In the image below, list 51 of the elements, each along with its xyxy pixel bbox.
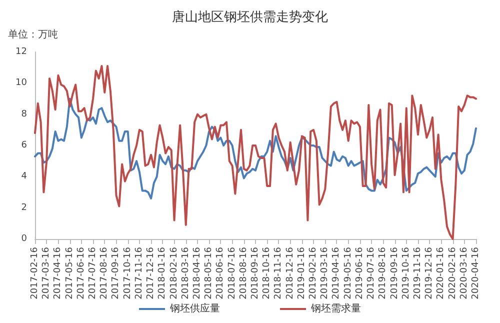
x-tick-label: 2019-09-16 [390,246,400,300]
x-tick-label: 2019-04-16 [332,246,342,300]
x-tick-label: 2019-01-16 [296,246,307,300]
x-tick-label: 2019-02-16 [308,246,319,300]
text: 单位：万吨 [8,28,58,40]
x-tick-label: 2017-05-16 [64,246,75,300]
x-tick-label: 2018-11-16 [274,246,284,300]
x-tick-label: 2018-04-16 [192,246,202,300]
legend-label: 钢坯需求量 [310,302,361,314]
x-tick-label: 2017-09-16 [111,246,122,300]
x-tick-label: 2018-12-16 [285,246,296,300]
x-tick-label: 2017-02-16 [30,246,40,300]
chart-title: 唐山地区钢坯供需走势变化 [172,10,328,25]
x-tick-label: 2017-10-16 [122,246,133,300]
x-tick-label: 2018-09-16 [250,246,260,300]
x-tick-label: 2017-11-16 [134,246,144,300]
legend-label: 钢坯供应量 [169,302,220,314]
x-tick-label: 2017-04-16 [53,246,64,300]
x-tick-label: 2018-02-16 [169,246,180,300]
x-tick-label: 2019-08-16 [378,246,388,300]
x-tick-label: 2017-07-16 [88,246,98,300]
x-tick-label: 2018-03-16 [180,246,191,300]
x-tick-label: 2017-08-16 [100,246,110,300]
y-tick-label: 10 [16,78,28,88]
x-tick-label: 2020-04-16 [471,246,481,300]
y-tick-label: 4 [21,172,28,182]
x-tick-label: 2018-08-16 [238,246,249,300]
x-tick-label: 2020-02-16 [448,246,458,300]
y-tick-label: 2 [21,202,27,213]
y-tick-label: 6 [21,140,28,150]
line-series [34,98,477,200]
x-tick-label: 2017-06-16 [76,246,86,300]
x-tick-label: 2019-12-16 [424,246,435,300]
x-tick-label: 2018-07-16 [227,246,238,300]
y-tick-label: 0 [21,234,28,244]
x-tick-label: 2019-03-16 [320,246,330,300]
x-tick-label: 2018-05-16 [204,246,214,300]
x-tick-label: 2018-01-16 [158,246,168,300]
x-tick-label: 2020-03-16 [459,246,470,300]
x-tick-label: 2017-03-16 [42,246,52,300]
y-tick-label: 8 [21,109,28,120]
x-tick-label: 2018-06-16 [216,246,226,300]
x-tick-label: 2020-01-16 [436,246,446,300]
y-tick-label: 12 [16,47,27,57]
x-tick-label: 2019-05-16 [343,246,354,300]
x-tick-label: 2019-07-16 [366,246,377,300]
x-tick-label: 2017-12-16 [146,246,156,300]
x-tick-label: 2019-10-16 [401,246,412,300]
x-tick-label: 2019-06-16 [354,246,365,300]
x-tick-label: 2019-11-16 [412,246,423,300]
x-tick-label: 2018-10-16 [262,246,272,300]
